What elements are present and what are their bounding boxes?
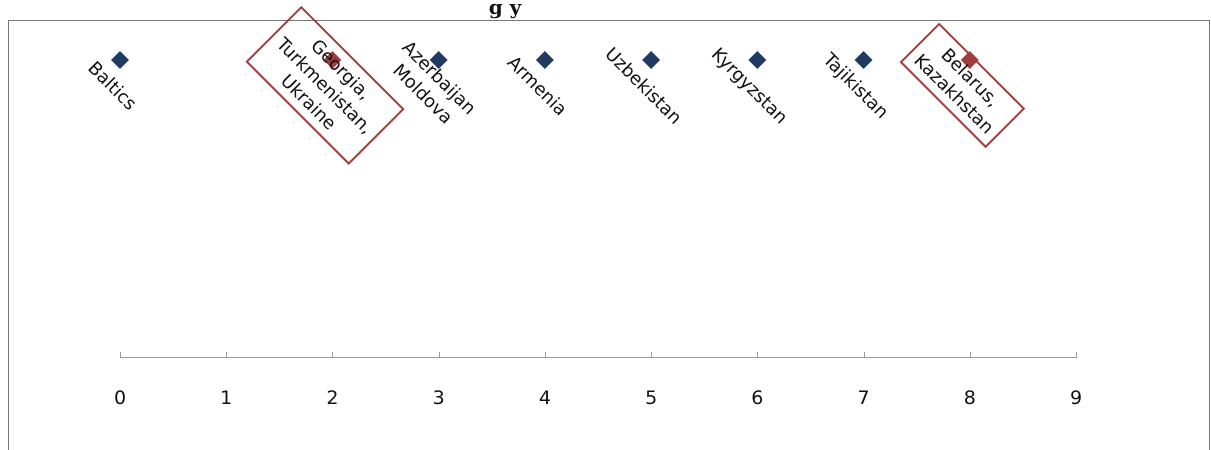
x-axis: 0 1 2 3 4 5 6 7 8 9 <box>114 352 1082 409</box>
data-point-label-line: Armenia <box>503 52 571 120</box>
data-point-group: Armenia <box>503 51 571 120</box>
data-point-marker <box>854 51 873 69</box>
x-tick-label: 6 <box>751 387 763 409</box>
data-point-marker <box>642 51 661 69</box>
data-point-label-group: Armenia <box>503 52 571 120</box>
highlight-box <box>899 22 1026 149</box>
data-point-group: AzerbaijanMoldova <box>381 37 480 135</box>
x-tick-label: 9 <box>1070 387 1082 409</box>
x-tick-label: 1 <box>220 387 232 409</box>
data-point-label-group: Georgia,Turkmenistan,Ukraine <box>245 5 405 165</box>
highlight-box <box>245 5 405 165</box>
x-tick-label: 3 <box>433 387 445 409</box>
data-point-marker <box>960 51 979 69</box>
data-point-label-group: Baltics <box>83 58 140 115</box>
data-point-label-line: Uzbekistan <box>600 44 685 129</box>
data-point-group: Tajikistan <box>818 49 893 124</box>
data-point-group: Georgia,Turkmenistan,Ukraine <box>245 5 405 165</box>
data-point-marker <box>748 51 767 69</box>
data-point-label-line: Kyrgyzstan <box>707 44 792 129</box>
data-point-group: Belarus,Kazakhstan <box>899 22 1026 149</box>
x-tick-label: 2 <box>326 387 338 409</box>
data-point-group: Uzbekistan <box>600 44 685 129</box>
x-tick-label: 7 <box>858 387 870 409</box>
data-point-marker <box>535 51 554 69</box>
chart-border <box>8 20 1210 450</box>
data-point-label: AzerbaijanMoldova <box>381 37 479 135</box>
data-point-label: Armenia <box>503 52 571 120</box>
data-points: Baltics Georgia,Turkmenistan,Ukraine Azerb… <box>83 5 1026 165</box>
data-point-group: Kyrgyzstan <box>707 44 792 129</box>
data-point-label-line: Baltics <box>83 58 140 115</box>
data-point-label: Baltics <box>83 58 140 115</box>
data-point-label-group: Uzbekistan <box>600 44 685 129</box>
chart-frame-border <box>8 20 1210 450</box>
data-point-marker <box>323 51 342 69</box>
x-tick-label: 5 <box>645 387 657 409</box>
data-point-label-group: Belarus,Kazakhstan <box>899 22 1026 149</box>
data-point-label-group: Kyrgyzstan <box>707 44 792 129</box>
data-point-label: Georgia,Turkmenistan,Ukraine <box>255 17 393 155</box>
chart-title-area: g y <box>489 0 523 19</box>
x-tick-label: 0 <box>114 387 126 409</box>
data-point-label: Kyrgyzstan <box>707 44 792 129</box>
x-tick-label: 8 <box>964 387 976 409</box>
x-tick-label: 4 <box>539 387 551 409</box>
data-point-marker <box>111 51 129 69</box>
data-point-marker <box>429 51 448 69</box>
chart-title: g y <box>489 0 523 19</box>
data-point-label-group: AzerbaijanMoldova <box>381 37 480 135</box>
data-point-group: Baltics <box>83 51 140 115</box>
data-point-label: Uzbekistan <box>600 44 685 129</box>
